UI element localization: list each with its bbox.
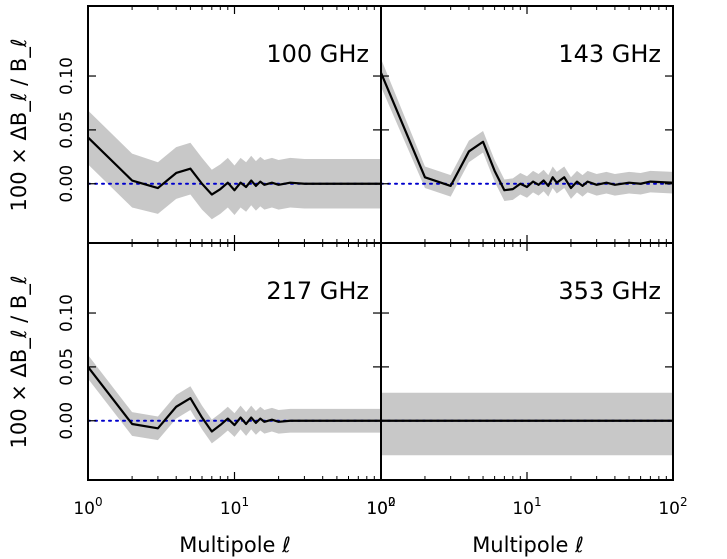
y-axis-label-top: 100 × ΔB_ℓ / B_ℓ: [7, 39, 32, 212]
y-tick-label: 0.10: [57, 57, 77, 95]
x-tick-label: 100: [366, 495, 395, 519]
y-tick-label: 0.05: [57, 111, 77, 149]
panel-top-right: 143 GHz: [380, 5, 674, 244]
panel-plot-area: [88, 110, 381, 220]
x-tick-label: 101: [512, 495, 541, 519]
panel-plot-area: [381, 392, 673, 456]
uncertainty-band: [88, 355, 381, 444]
panel-label: 353 GHz: [558, 277, 661, 305]
y-tick-label: 0.10: [57, 294, 77, 332]
panel-label: 217 GHz: [266, 277, 369, 305]
x-axis-label-left: Multipole ℓ: [179, 533, 291, 557]
y-tick-label: 0.00: [57, 165, 77, 203]
y-tick-label: 0.00: [57, 402, 77, 440]
y-tick-label: 0.05: [57, 348, 77, 386]
panel-plot-area: [381, 58, 673, 201]
panel-bottom-left: 217 GHz 0.00 0.05 0.10 100 101 102: [57, 242, 396, 519]
panel-top-left: 100 GHz 0.00 0.05 0.10: [57, 5, 382, 244]
panel-bottom-right: 353 GHz 100 101 102: [366, 242, 688, 519]
panel-frame: [380, 242, 674, 481]
data-line: [88, 136, 381, 196]
uncertainty-band: [381, 392, 673, 456]
y-axis-label-bottom: 100 × ΔB_ℓ / B_ℓ: [7, 276, 32, 449]
x-tick-label: 101: [220, 495, 249, 519]
x-tick-label: 102: [366, 495, 395, 519]
uncertainty-band: [88, 110, 381, 220]
panel-plot-area: [88, 355, 381, 444]
data-line: [381, 72, 673, 192]
uncertainty-band: [381, 58, 673, 201]
panels-group: 100 GHz 0.00 0.05 0.10 143 GHz 217 GHz 0.00 0.0…: [57, 5, 688, 519]
x-tick-label: 102: [658, 495, 687, 519]
panel-label: 143 GHz: [558, 40, 661, 68]
x-tick-label: 100: [73, 495, 102, 519]
x-axis-label-right: Multipole ℓ: [472, 533, 584, 557]
panel-label: 100 GHz: [266, 40, 369, 68]
data-line: [88, 366, 381, 433]
